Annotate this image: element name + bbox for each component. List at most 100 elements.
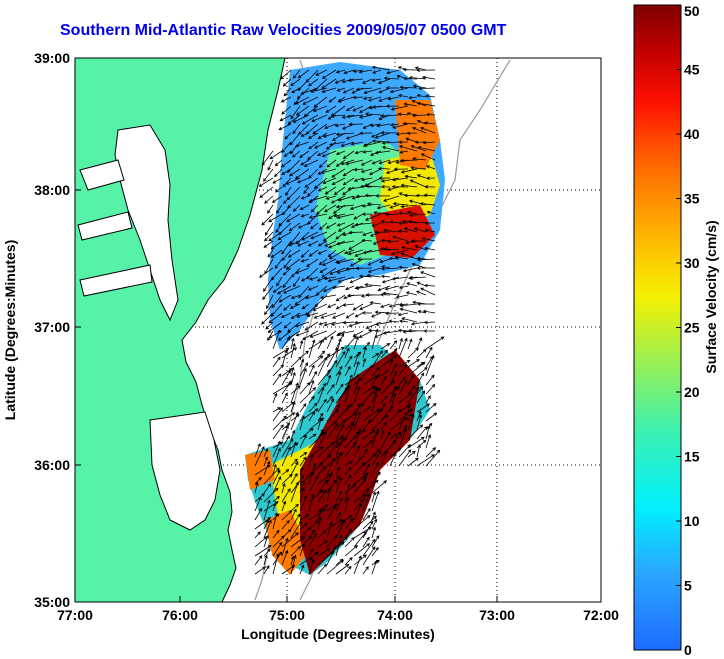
velocity-arrow — [317, 350, 326, 359]
velocity-arrow — [409, 213, 427, 218]
velocity-arrow — [326, 457, 335, 476]
velocity-arrow — [353, 213, 364, 220]
velocity-arrow — [326, 347, 338, 368]
velocity-arrow — [398, 265, 409, 270]
velocity-arrow — [404, 174, 418, 179]
velocity-arrow — [281, 392, 288, 404]
velocity-arrow — [362, 546, 376, 566]
velocity-arrow — [343, 69, 355, 75]
velocity-arrow — [353, 335, 359, 350]
velocity-arrow — [380, 114, 400, 118]
velocity-arrow — [403, 227, 418, 233]
velocity-arrow — [359, 114, 373, 119]
velocity-arrow — [280, 96, 292, 103]
velocity-arrow — [299, 150, 310, 158]
velocity-arrow — [266, 294, 274, 310]
velocity-arrow — [424, 221, 436, 225]
velocity-arrow — [353, 461, 366, 476]
velocity-arrow — [335, 564, 350, 575]
velocity-arrow — [408, 219, 427, 224]
velocity-arrow — [262, 285, 274, 301]
velocity-arrow — [299, 526, 312, 539]
velocity-arrow — [281, 482, 286, 494]
velocity-arrow — [398, 444, 411, 458]
velocity-arrow — [304, 294, 319, 300]
velocity-arrow — [335, 350, 346, 368]
velocity-arrow — [290, 481, 299, 503]
velocity-arrow — [281, 425, 289, 440]
velocity-arrow — [272, 177, 283, 184]
velocity-arrow — [353, 515, 371, 530]
velocity-arrow — [394, 255, 409, 260]
velocity-arrow — [342, 320, 355, 325]
velocity-arrow — [352, 95, 364, 100]
velocity-arrow — [408, 95, 418, 100]
velocity-arrow — [281, 446, 291, 467]
velocity-arrow — [359, 131, 373, 136]
velocity-arrow — [371, 471, 381, 485]
velocity-arrow — [407, 402, 412, 413]
velocity-arrow — [310, 231, 328, 240]
velocity-arrow — [335, 419, 346, 431]
velocity-arrow — [387, 96, 400, 101]
velocity-arrow — [317, 479, 328, 494]
x-tick-label: 74:00 — [377, 607, 413, 623]
velocity-arrow — [264, 303, 274, 316]
velocity-arrow — [331, 177, 346, 185]
velocity-arrow — [336, 87, 346, 92]
velocity-arrow — [295, 267, 310, 274]
velocity-arrow — [290, 105, 301, 120]
velocity-arrow — [308, 78, 319, 87]
velocity-arrow — [303, 186, 310, 195]
velocity-arrow — [272, 407, 283, 422]
velocity-arrow — [379, 258, 391, 264]
velocity-arrow — [417, 309, 427, 314]
velocity-arrow — [345, 105, 355, 112]
velocity-arrow — [362, 440, 374, 449]
velocity-arrow — [317, 353, 331, 368]
velocity-arrow — [258, 177, 274, 187]
velocity-arrow — [299, 514, 310, 521]
velocity-arrow — [400, 204, 418, 209]
velocity-arrow — [374, 150, 391, 155]
velocity-arrow — [402, 121, 418, 126]
velocity-arrow — [355, 194, 373, 199]
velocity-arrow — [283, 303, 292, 311]
velocity-arrow — [299, 486, 306, 503]
velocity-arrow — [254, 531, 261, 539]
velocity-arrow — [423, 329, 436, 333]
velocity-arrow — [407, 436, 425, 449]
velocity-arrow — [292, 69, 301, 79]
velocity-arrow — [362, 429, 376, 440]
velocity-arrow — [270, 240, 283, 250]
velocity-arrow — [272, 407, 281, 413]
velocity-arrow — [415, 193, 427, 198]
velocity-arrow — [329, 267, 346, 275]
velocity-arrow — [415, 290, 427, 296]
velocity-arrow — [282, 267, 292, 276]
velocity-arrow — [308, 141, 319, 150]
velocity-arrow — [337, 96, 355, 103]
velocity-arrow — [317, 150, 328, 156]
velocity-arrow — [353, 411, 361, 431]
velocity-arrow — [397, 112, 409, 116]
velocity-arrow — [344, 335, 357, 350]
velocity-arrow — [263, 456, 269, 467]
velocity-arrow — [281, 532, 299, 548]
velocity-arrow — [308, 411, 315, 422]
velocity-arrow — [367, 258, 382, 266]
velocity-arrow — [348, 240, 364, 250]
velocity-arrow — [276, 285, 292, 295]
velocity-arrow — [365, 321, 382, 329]
velocity-arrow — [290, 461, 299, 476]
velocity-arrow — [309, 330, 328, 338]
velocity-arrow — [281, 473, 293, 485]
velocity-arrow — [335, 365, 343, 377]
velocity-arrow — [264, 222, 274, 236]
velocity-arrow — [324, 123, 337, 130]
velocity-arrow — [275, 222, 283, 234]
velocity-arrow — [344, 431, 360, 449]
velocity-arrow — [416, 426, 428, 440]
velocity-arrow — [335, 451, 342, 467]
velocity-arrow — [401, 245, 418, 251]
